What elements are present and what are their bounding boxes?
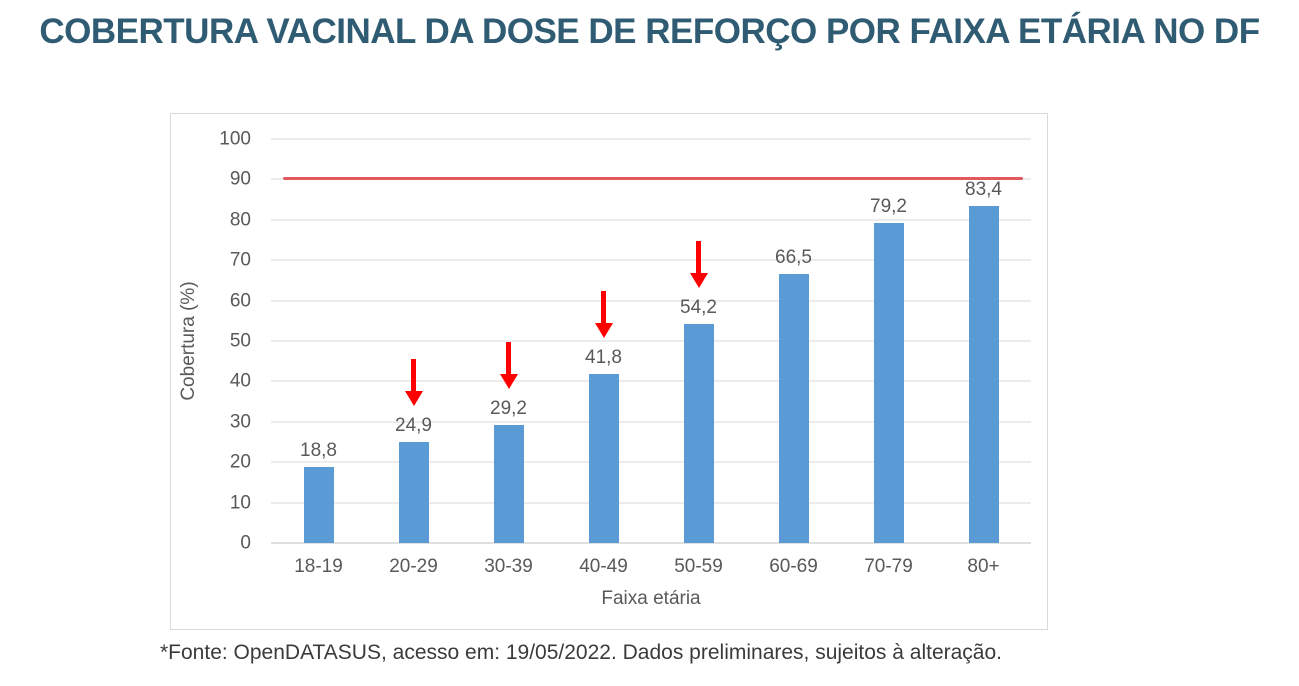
gridline <box>271 340 1031 342</box>
y-tick-label: 20 <box>229 451 251 473</box>
down-arrow-icon <box>689 241 708 289</box>
x-tick-label: 30-39 <box>484 556 533 577</box>
bar <box>683 324 714 543</box>
y-tick-label: 70 <box>229 249 251 271</box>
chart-area: Cobertura (%) Faixa etária 0 10 20 30 40 50 60… <box>170 113 1048 630</box>
bar-value-label: 29,2 <box>490 398 527 420</box>
down-arrow-icon <box>499 342 518 390</box>
x-axis-line <box>271 542 1031 544</box>
gridline <box>271 219 1031 221</box>
x-tick-label: 40-49 <box>579 556 628 577</box>
y-tick-label: 30 <box>229 411 251 433</box>
down-arrow-icon <box>404 359 423 407</box>
gridline <box>271 502 1031 504</box>
gridline <box>271 421 1031 423</box>
y-tick-label: 0 <box>240 532 251 554</box>
y-tick-label: 80 <box>229 209 251 231</box>
gridline <box>271 380 1031 382</box>
bar-value-label: 83,4 <box>965 179 1002 201</box>
gridline <box>271 138 1031 140</box>
plot-area: Cobertura (%) Faixa etária 0 10 20 30 40 50 60… <box>178 130 1031 609</box>
arrow-shaft <box>506 342 511 375</box>
bar <box>303 467 334 543</box>
reference-line-90 <box>283 177 1023 181</box>
bar <box>398 442 429 543</box>
y-tick-label: 10 <box>229 492 251 514</box>
bar <box>493 425 524 543</box>
bar <box>588 374 619 543</box>
bar <box>873 223 904 543</box>
x-tick-label: 60-69 <box>769 556 818 577</box>
gridline <box>271 300 1031 302</box>
bar-value-label: 18,8 <box>300 440 337 462</box>
y-tick-label: 90 <box>229 168 251 190</box>
y-tick-label: 60 <box>229 290 251 312</box>
bar-value-label: 79,2 <box>870 196 907 218</box>
y-axis-title: Cobertura (%) <box>178 281 199 401</box>
arrow-head <box>594 323 613 339</box>
x-tick-label: 20-29 <box>389 556 438 577</box>
bar-value-label: 54,2 <box>680 297 717 319</box>
arrow-head <box>404 391 423 407</box>
page-title: COBERTURA VACINAL DA DOSE DE REFORÇO POR… <box>39 12 1260 51</box>
x-tick-label: 18-19 <box>294 556 343 577</box>
bar <box>778 274 809 543</box>
down-arrow-icon <box>594 291 613 339</box>
y-tick-label: 40 <box>229 370 251 392</box>
x-axis-title: Faixa etária <box>601 588 701 609</box>
arrow-shaft <box>411 359 416 392</box>
arrow-head <box>689 273 708 289</box>
y-tick-label: 100 <box>219 128 251 150</box>
arrow-head <box>499 374 518 390</box>
gridline <box>271 461 1031 463</box>
source-footnote: *Fonte: OpenDATASUS, acesso em: 19/05/20… <box>160 641 1002 664</box>
bar-value-label: 66,5 <box>775 247 812 269</box>
bar-value-label: 24,9 <box>395 415 432 437</box>
x-tick-label: 50-59 <box>674 556 723 577</box>
gridline <box>271 259 1031 261</box>
x-tick-label: 80+ <box>967 556 1000 577</box>
y-tick-label: 50 <box>229 330 251 352</box>
arrow-shaft <box>696 241 701 274</box>
x-tick-label: 70-79 <box>864 556 913 577</box>
arrow-shaft <box>601 291 606 324</box>
bar-value-label: 41,8 <box>585 347 622 369</box>
bar <box>968 206 999 543</box>
